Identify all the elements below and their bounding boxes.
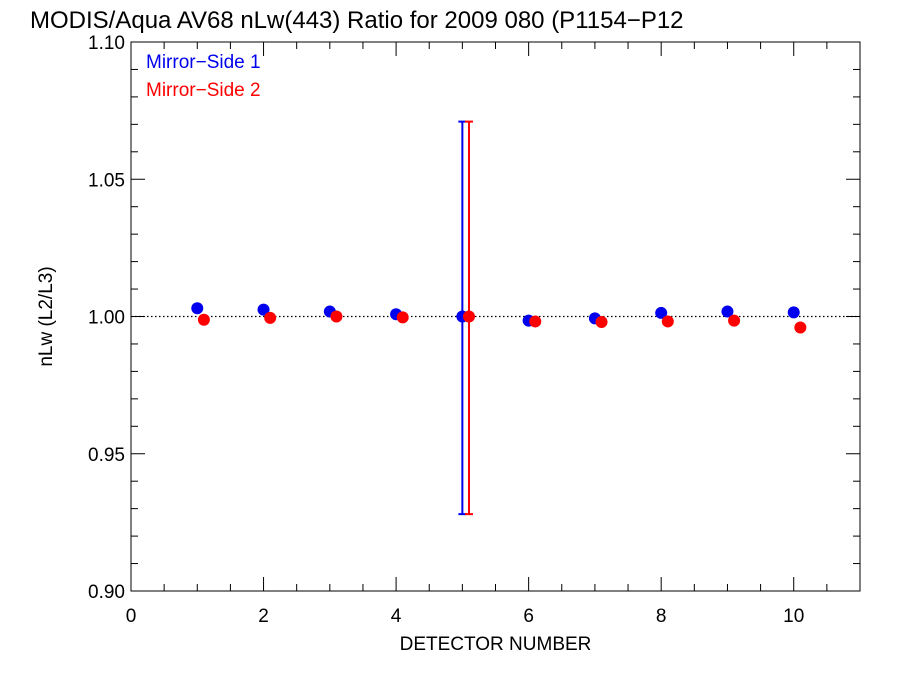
y-tick-label: 1.00 bbox=[88, 308, 125, 329]
y-axis-label: nLw (L2/L3) bbox=[36, 266, 57, 366]
x-tick-label: 4 bbox=[391, 606, 402, 627]
point-series-1 bbox=[191, 302, 204, 315]
x-tick-label: 0 bbox=[126, 606, 137, 627]
point-series-1 bbox=[787, 306, 800, 319]
point-series-2 bbox=[661, 315, 674, 328]
y-tick-label: 0.90 bbox=[88, 582, 125, 603]
x-axis-label: DETECTOR NUMBER bbox=[400, 634, 592, 655]
point-series-2 bbox=[595, 315, 608, 328]
point-series-2 bbox=[728, 314, 741, 327]
point-series-2 bbox=[396, 311, 409, 324]
x-tick-label: 6 bbox=[523, 606, 534, 627]
legend-mirror-side-1: Mirror−Side 1 bbox=[146, 52, 261, 73]
y-tick-label: 1.10 bbox=[88, 33, 125, 54]
point-series-1 bbox=[257, 303, 270, 316]
data-points bbox=[191, 302, 807, 334]
point-series-1 bbox=[655, 306, 668, 319]
point-series-2 bbox=[197, 313, 210, 326]
point-series-2 bbox=[794, 321, 807, 334]
x-tick-label: 2 bbox=[258, 606, 269, 627]
y-tick-label: 0.95 bbox=[88, 445, 125, 466]
y-tick-label: 1.05 bbox=[88, 170, 125, 191]
point-series-2 bbox=[330, 310, 343, 323]
point-series-2 bbox=[264, 311, 277, 324]
axis-ticks: 0 2 4 6 8 10 0.90 0.95 1.00 1.05 1.10 bbox=[88, 33, 861, 627]
chart-title: MODIS/Aqua AV68 nLw(443) Ratio for 2009 … bbox=[30, 7, 684, 34]
x-tick-label: 8 bbox=[656, 606, 667, 627]
x-tick-label: 10 bbox=[783, 606, 804, 627]
point-series-2 bbox=[529, 315, 542, 328]
legend-mirror-side-2: Mirror−Side 2 bbox=[146, 80, 261, 101]
point-series-2 bbox=[462, 310, 475, 323]
point-series-1 bbox=[721, 305, 734, 318]
